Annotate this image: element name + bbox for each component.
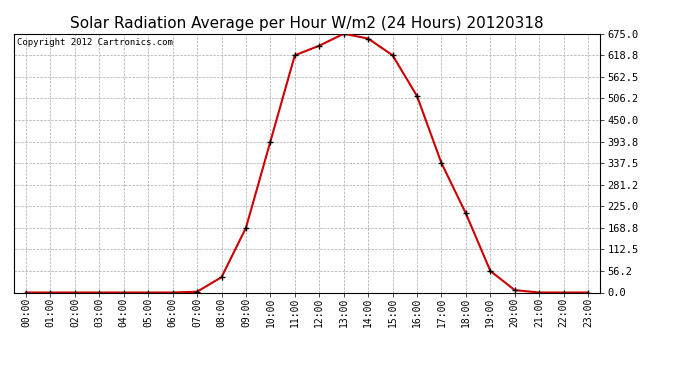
Text: Copyright 2012 Cartronics.com: Copyright 2012 Cartronics.com — [17, 38, 172, 46]
Title: Solar Radiation Average per Hour W/m2 (24 Hours) 20120318: Solar Radiation Average per Hour W/m2 (2… — [70, 16, 544, 31]
